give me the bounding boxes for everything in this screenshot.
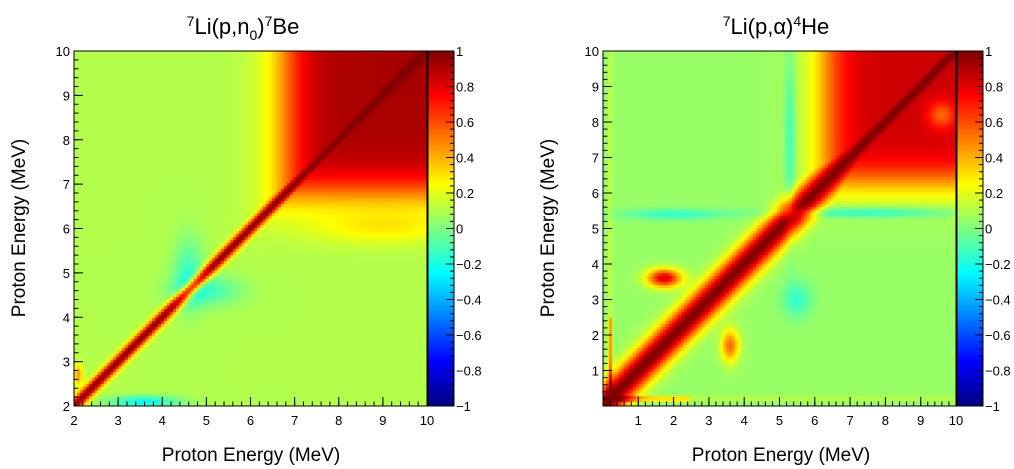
x-tick-label: 10: [420, 413, 434, 428]
y-tick-label: 1: [592, 364, 599, 379]
colorbar-tick-label: 0: [985, 222, 992, 237]
x-tick-label: 5: [776, 413, 783, 428]
y-tick-label: 8: [63, 133, 70, 148]
axes: 1 2 3 4 5 6 7 8 9 10 1 2 3 4 5 6 7 8 9 10: [585, 44, 964, 428]
x-tick-label: 2: [670, 413, 677, 428]
colorbar-tick-label: 0.8: [985, 80, 1003, 95]
axes: 2 3 4 5 6 7 8 9 10 2 3 4 5 6 7 8 9 10: [56, 44, 435, 428]
x-axis-title: Proton Energy (MeV): [692, 445, 870, 466]
colorbar-tick-label: 0.4: [985, 151, 1003, 166]
heatmap-panel-li7-pn0: 7Li(p,n0)7Be 2 3 4 5 6 7 8 9 10 2 3 4 5 6 7 8 9 10 1 0.8 0.…: [9, 13, 482, 466]
x-tick-label: 8: [335, 413, 342, 428]
x-tick-label: 5: [203, 413, 210, 428]
y-tick-label: 4: [63, 310, 70, 325]
x-tick-label: 3: [705, 413, 712, 428]
heatmap-plot-area: [603, 51, 956, 406]
colorbar-tick-label: −0.6: [456, 328, 482, 343]
y-tick-label: 5: [63, 266, 70, 281]
y-tick-label: 9: [63, 88, 70, 103]
y-tick-label: 9: [592, 80, 599, 95]
x-tick-label: 4: [741, 413, 748, 428]
panel-title: 7Li(p,α)4He: [723, 13, 830, 39]
colorbar-tick-label: 0.2: [985, 186, 1003, 201]
y-tick-label: 10: [585, 44, 599, 59]
colorbar-tick-label: 0.8: [456, 80, 474, 95]
y-tick-label: 7: [592, 151, 599, 166]
y-tick-label: 3: [592, 293, 599, 308]
colorbar-axis: 1 0.8 0.6 0.4 0.2 0 −0.2 −0.4 −0.6 −0.8 −1: [446, 44, 482, 414]
x-tick-label: 9: [379, 413, 386, 428]
y-tick-label: 6: [63, 222, 70, 237]
x-tick-label: 9: [917, 413, 924, 428]
colorbar-tick-label: −0.6: [985, 328, 1011, 343]
colorbar-tick-label: −0.2: [456, 257, 482, 272]
colorbar-axis: 1 0.8 0.6 0.4 0.2 0 −0.2 −0.4 −0.6 −0.8 −1: [975, 44, 1011, 414]
colorbar-tick-label: 1: [456, 44, 463, 59]
x-tick-label: 10: [949, 413, 963, 428]
y-axis-title: Proton Energy (MeV): [9, 139, 30, 317]
x-tick-label: 4: [159, 413, 166, 428]
y-tick-label: 6: [592, 186, 599, 201]
y-tick-label: 2: [592, 328, 599, 343]
y-tick-label: 7: [63, 177, 70, 192]
colorbar-tick-label: 0.6: [985, 115, 1003, 130]
colorbar-tick-label: −0.4: [985, 293, 1011, 308]
heatmap-plot-area: [74, 51, 427, 406]
y-tick-label: 5: [592, 222, 599, 237]
x-tick-label: 8: [882, 413, 889, 428]
y-axis-title: Proton Energy (MeV): [538, 139, 559, 317]
colorbar-tick-label: −0.8: [985, 364, 1011, 379]
colorbar-tick-label: −1: [456, 399, 471, 414]
y-tick-label: 2: [63, 399, 70, 414]
colorbar-tick-label: 0.6: [456, 115, 474, 130]
x-tick-label: 3: [115, 413, 122, 428]
colorbar-tick-label: −0.8: [456, 364, 482, 379]
x-tick-label: 6: [811, 413, 818, 428]
colorbar-tick-label: −1: [985, 399, 1000, 414]
x-tick-label: 6: [247, 413, 254, 428]
colorbar-tick-label: 0.4: [456, 151, 474, 166]
y-tick-label: 8: [592, 115, 599, 130]
x-tick-label: 7: [291, 413, 298, 428]
colorbar-tick-label: 0: [456, 222, 463, 237]
colorbar-tick-label: 0.2: [456, 186, 474, 201]
colorbar-tick-label: −0.2: [985, 257, 1011, 272]
x-tick-label: 1: [635, 413, 642, 428]
colorbar-tick-label: 1: [985, 44, 992, 59]
y-tick-label: 10: [56, 44, 70, 59]
x-axis-title: Proton Energy (MeV): [162, 445, 340, 466]
panel-title: 7Li(p,n0)7Be: [187, 13, 300, 43]
x-tick-label: 7: [846, 413, 853, 428]
x-tick-label: 2: [70, 413, 77, 428]
y-tick-label: 4: [592, 257, 599, 272]
heatmap-panel-li7-palpha: 7Li(p,α)4He 1 2 3 4 5 6 7 8 9 10 1 2 3 4 5 6 7 8 9 10 1 0.8 0…: [538, 13, 1011, 466]
colorbar-tick-label: −0.4: [456, 293, 482, 308]
y-tick-label: 3: [63, 355, 70, 370]
